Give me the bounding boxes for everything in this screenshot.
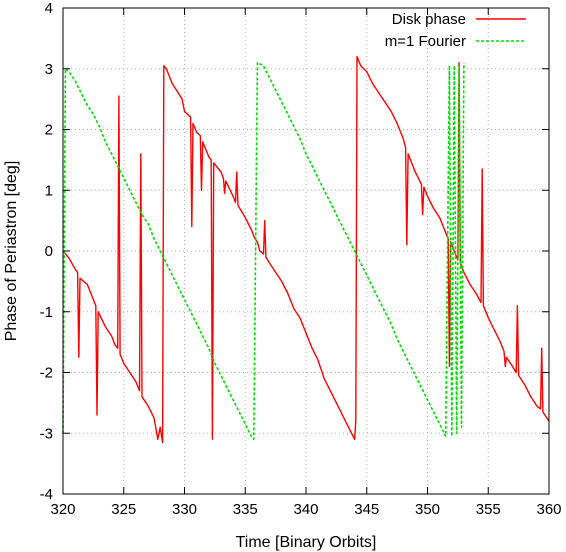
series-line-disk-phase bbox=[62, 55, 550, 444]
y-tick-label: 0 bbox=[45, 243, 53, 260]
y-tick-label: -2 bbox=[40, 365, 53, 382]
series-line-m1-fourier bbox=[62, 61, 465, 441]
plot-frame bbox=[62, 7, 550, 495]
x-tick-label: 325 bbox=[111, 501, 136, 518]
x-tick-label: 335 bbox=[233, 501, 258, 518]
legend-label-m1-fourier: m=1 Fourier bbox=[385, 33, 466, 50]
y-tick-label: -4 bbox=[40, 486, 53, 503]
x-tick-label: 360 bbox=[536, 501, 561, 518]
x-tick-label: 345 bbox=[354, 501, 379, 518]
x-tick-label: 355 bbox=[476, 501, 501, 518]
x-tick-label: 340 bbox=[293, 501, 318, 518]
series-group bbox=[62, 55, 550, 444]
y-tick-label: -1 bbox=[40, 304, 53, 321]
y-axis-label: Phase of Periastron [deg] bbox=[3, 161, 20, 342]
y-tick-label: 2 bbox=[45, 122, 53, 139]
grid bbox=[63, 8, 549, 494]
tick-labels: 320 325 330 335 340 345 350 355 360 -4 -3 -2 -1 0 1 2 3 4 bbox=[40, 0, 562, 518]
y-tick-label: -3 bbox=[40, 425, 53, 442]
y-tick-label: 1 bbox=[45, 182, 53, 199]
y-tick-label: 4 bbox=[45, 0, 53, 17]
x-tick-label: 320 bbox=[50, 501, 75, 518]
y-tick-label: 3 bbox=[45, 61, 53, 78]
x-tick-label: 350 bbox=[415, 501, 440, 518]
x-axis-label: Time [Binary Orbits] bbox=[236, 534, 377, 551]
legend-label-disk-phase: Disk phase bbox=[392, 11, 466, 28]
x-tick-label: 330 bbox=[172, 501, 197, 518]
legend: Disk phase m=1 Fourier bbox=[385, 11, 526, 50]
